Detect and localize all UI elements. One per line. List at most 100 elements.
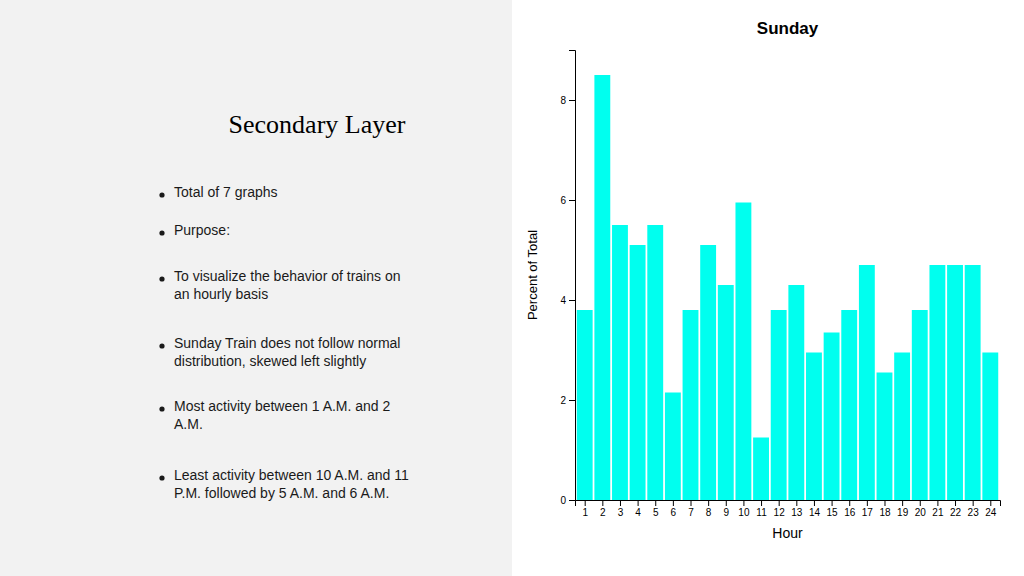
bullet-text: Sunday Train does not follow normaldistr…: [174, 335, 400, 369]
y-tick: 2: [560, 395, 575, 406]
y-tick: 8: [560, 95, 575, 106]
chart-container: Secondary Layer Total of 7 graphs Purpose:…: [0, 0, 1024, 576]
x-tick-mark: [743, 500, 744, 506]
x-tick-label: 12: [774, 507, 786, 518]
bar: [683, 310, 699, 500]
text-panel: Secondary Layer Total of 7 graphs Purpose:…: [0, 0, 512, 576]
x-tick: 20: [915, 500, 927, 518]
x-tick-mark: [638, 500, 639, 506]
x-tick-label: 11: [756, 507, 767, 518]
bar: [612, 225, 628, 500]
bullet-line: P.M. followed by 5 A.M. and 6 A.M.: [174, 486, 389, 502]
bar: [594, 75, 610, 500]
x-tick-label: 3: [618, 507, 624, 518]
x-tick: 23: [968, 500, 980, 518]
bullet-dot: [159, 343, 164, 348]
x-tick: 18: [879, 500, 891, 518]
y-tick-label: 0: [560, 495, 566, 506]
y-tick-mark: [569, 100, 575, 101]
x-tick-mark: [761, 500, 762, 506]
x-tick-mark: [779, 500, 780, 506]
chart-svg: Secondary Layer Total of 7 graphs Purpose:…: [0, 0, 1024, 576]
x-tick-label: 18: [879, 507, 891, 518]
bar: [912, 310, 928, 500]
bar: [965, 265, 981, 500]
bullet-dot: [159, 475, 164, 480]
bullet-dot: [159, 276, 164, 281]
x-tick-mark: [691, 500, 692, 506]
bar-chart: 1234567891011121314151617181920212223240…: [525, 19, 1001, 541]
x-tick: 3: [618, 500, 624, 518]
bullet-line: an hourly basis: [174, 287, 268, 303]
bullet-line: Purpose:: [174, 222, 230, 238]
x-tick-mark: [884, 500, 885, 506]
bar: [841, 310, 857, 500]
x-tick-label: 16: [844, 507, 856, 518]
x-tick-label: 1: [582, 507, 588, 518]
y-axis-title: Percent of Total: [525, 230, 540, 320]
y-tick-mark: [569, 200, 575, 201]
heading: Secondary Layer: [229, 110, 406, 139]
x-tick-mark: [673, 500, 674, 506]
x-tick-label: 8: [706, 507, 712, 518]
x-axis-title: Hour: [772, 525, 803, 541]
bullet-line: Least activity between 10 A.M. and 11: [174, 467, 409, 483]
bar: [806, 353, 822, 501]
bullet-line: To visualize the behavior of trains on: [174, 268, 400, 284]
bullet-text: Total of 7 graphs: [174, 184, 278, 200]
bullet-text: Least activity between 10 A.M. and 11 P.M…: [174, 467, 409, 501]
bars: [577, 75, 998, 500]
x-tick-label: 20: [915, 507, 927, 518]
x-tick-mark: [620, 500, 621, 506]
x-tick-label: 10: [738, 507, 750, 518]
y-tick: 0: [560, 495, 575, 506]
y-tick-label: 4: [560, 295, 566, 306]
x-tick-mark: [849, 500, 850, 506]
x-axis-line: [576, 501, 1001, 507]
y-tick-mark: [569, 400, 575, 401]
bar: [718, 285, 734, 500]
x-tick: 7: [688, 500, 694, 518]
x-tick: 4: [635, 500, 641, 518]
x-tick: 8: [706, 500, 712, 518]
panel-background: [0, 0, 512, 576]
x-tick-mark: [832, 500, 833, 506]
bullet-text: Most activity between 1 A.M. and 2A.M.: [174, 398, 391, 432]
x-tick-label: 13: [791, 507, 803, 518]
x-tick-mark: [655, 500, 656, 506]
y-tick: 4: [560, 295, 575, 306]
bar: [877, 373, 893, 501]
x-tick: 6: [671, 500, 677, 518]
bar: [894, 353, 910, 501]
y-tick-label: 2: [560, 395, 566, 406]
bar: [859, 265, 875, 500]
x-tick-label: 7: [688, 507, 694, 518]
y-tick-mark: [569, 300, 575, 301]
x-tick-mark: [585, 500, 586, 506]
bar: [630, 245, 646, 500]
y-axis: 0 2 4 6 8: [560, 51, 575, 506]
x-tick-mark: [973, 500, 974, 506]
y-tick: 6: [560, 195, 575, 206]
x-tick: 16: [844, 500, 856, 518]
bullet-line: Total of 7 graphs: [174, 184, 278, 200]
x-tick: 21: [932, 500, 944, 518]
bar: [753, 438, 769, 501]
y-tick-label: 6: [560, 195, 566, 206]
bar: [735, 203, 751, 501]
x-tick-mark: [867, 500, 868, 506]
y-tick-label: 8: [560, 95, 566, 106]
y-axis-line: [569, 51, 576, 501]
x-tick: 19: [897, 500, 909, 518]
bar: [577, 310, 593, 500]
x-tick-label: 19: [897, 507, 909, 518]
x-tick: 9: [723, 500, 729, 518]
bullet-dot: [159, 406, 164, 411]
x-tick-mark: [814, 500, 815, 506]
x-tick-mark: [708, 500, 709, 506]
x-tick-mark: [937, 500, 938, 506]
x-tick-mark: [990, 500, 991, 506]
bullet-line: distribution, skewed left slightly: [174, 354, 366, 370]
x-tick: 15: [827, 500, 839, 518]
x-tick-mark: [726, 500, 727, 506]
